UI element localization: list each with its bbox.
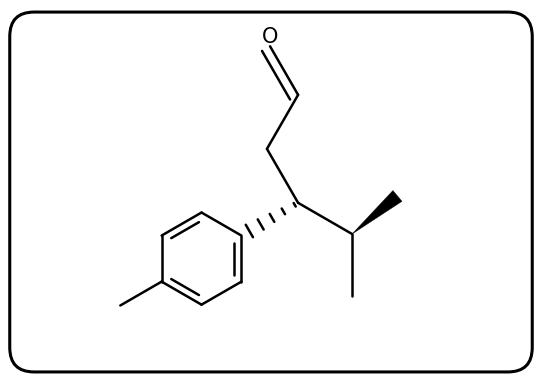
Text: O: O xyxy=(262,26,278,46)
FancyBboxPatch shape xyxy=(10,12,532,372)
Polygon shape xyxy=(352,190,402,234)
